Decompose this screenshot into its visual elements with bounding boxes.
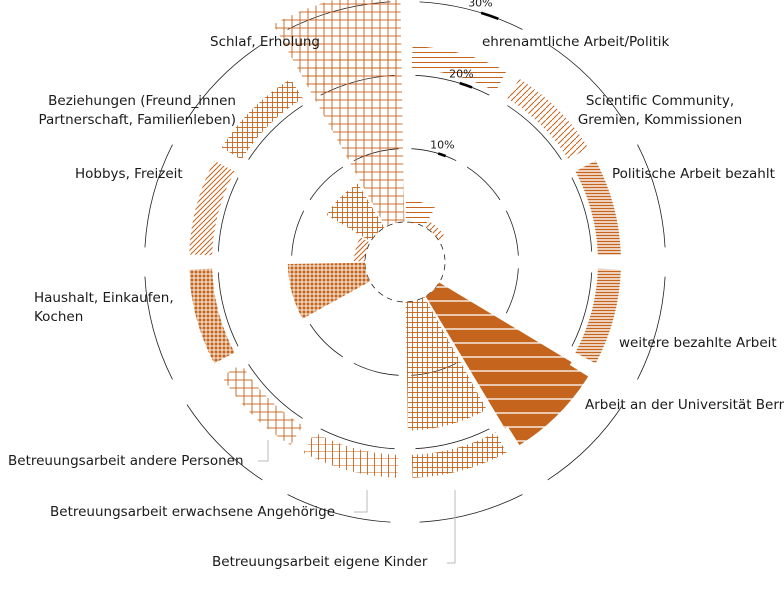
radial-tick-label: 20% [449,67,473,80]
grid-ring-arc [547,404,624,481]
category-label: Betreuungsarbeit erwachsene Angehörige [50,504,335,520]
category-label: Politische Arbeit bezahlt [612,166,775,182]
category-label: Betreuungsarbeit andere Personen [8,453,244,469]
label-leader-line [447,490,456,564]
outer-ring-segment [575,160,621,256]
radial-tick-labels: 10% 20% 30% [430,0,499,158]
category-label-line: Hobbys, Freizeit [75,166,183,182]
outer-ring-segment [507,78,589,160]
grid-ring-arc [186,43,263,120]
data-sector [405,296,487,431]
grid-ring-arc [186,404,263,481]
category-label: weitere bezahlte Arbeit [619,335,777,351]
data-sectors [273,0,572,431]
grid-ring-arc [411,148,457,162]
category-labels: ehrenamtliche Arbeit/Politik Scientific C… [8,34,784,570]
grid-ring-arc [505,210,519,256]
label-leader-line [354,490,368,513]
category-label: Betreuungsarbeit eigene Kinder [212,554,428,570]
data-sector [287,262,371,319]
category-label: Beziehungen (Freund_innen Partnerschaft, … [38,93,236,128]
category-label-line: Partnerschaft, Familienleben) [38,112,236,128]
outer-ring-segment [189,268,235,364]
grid-ring-arc [217,272,239,347]
grid-ring-arc [386,297,403,303]
outer-ring-segment [507,364,589,446]
outer-category-ring [189,46,621,478]
category-label-line: Haushalt, Einkaufen, [34,290,174,306]
category-label: Hobbys, Freizeit [75,166,183,182]
grid-ring-arc [466,166,501,201]
grid-ring-arc [571,272,593,347]
category-label-line: Scientific Community, [586,93,734,109]
outer-ring-segment [189,160,235,256]
grid-ring-arc [144,144,173,248]
data-sector [326,183,385,242]
radial-grid-rings [144,1,666,523]
category-label-line: Arbeit an der Universität Bern [585,397,784,413]
outer-ring-segment [221,364,303,446]
outer-ring-segment [411,46,507,92]
tick-mark [437,152,447,158]
data-sector [405,199,436,228]
data-sector [425,221,446,242]
outer-ring-segment [411,432,507,478]
outer-ring-segment [575,268,621,364]
category-label: Haushalt, Einkaufen, Kochen [34,290,174,325]
data-sector [273,0,405,228]
grid-ring-arc [320,428,395,450]
grid-ring-arc [637,276,666,380]
grid-ring-arc [415,74,490,96]
grid-ring-arc [309,166,344,201]
category-label-line: Betreuungsarbeit andere Personen [8,453,244,469]
grid-ring-arc [248,364,303,419]
grid-ring-arc [505,268,519,314]
tick-mark [459,81,473,89]
grid-ring-arc [353,362,399,376]
category-label-line: Betreuungsarbeit eigene Kinder [212,554,428,570]
category-label-line: Politische Arbeit bezahlt [612,166,775,182]
category-label: Arbeit an der Universität Bern [585,397,784,413]
grid-ring-arc [507,105,562,160]
outer-ring-segment [221,78,303,160]
grid-ring-arc [371,283,384,296]
data-sector [425,282,572,429]
grid-ring-arc [571,177,593,252]
category-label: ehrenamtliche Arbeit/Politik [482,34,669,50]
grid-ring-arc [144,276,173,380]
grid-ring-arc [419,494,523,523]
grid-ring-arc [419,1,523,30]
category-label-line: Betreuungsarbeit erwachsene Angehörige [50,504,335,520]
grid-ring-arc [637,144,666,248]
radial-tick-label: 10% [430,138,454,151]
grid-ring-arc [248,105,303,160]
grid-ring-arc [287,494,391,523]
category-label-line: Kochen [34,309,83,325]
label-leader-line [258,440,269,462]
radial-tick-label: 30% [468,0,492,9]
category-label-line: Beziehungen (Freund_innen [48,93,236,109]
outer-ring-segment [303,432,399,478]
category-label-line: Gremien, Kommissionen [578,112,742,128]
category-label: Schlaf, Erholung [210,34,320,50]
tick-mark [480,11,499,21]
category-label-line: Schlaf, Erholung [210,34,320,50]
grid-ring-arc [440,264,446,281]
category-label-line: weitere bezahlte Arbeit [619,335,777,351]
category-label: Scientific Community, Gremien, Kommission… [578,93,742,128]
data-sector [353,237,371,262]
grid-ring-arc [547,43,624,120]
grid-ring-arc [291,210,305,256]
grid-ring-arc [309,323,344,358]
grid-ring-arc [440,243,446,260]
grid-ring-arc [415,428,490,450]
grid-ring-arc [217,177,239,252]
